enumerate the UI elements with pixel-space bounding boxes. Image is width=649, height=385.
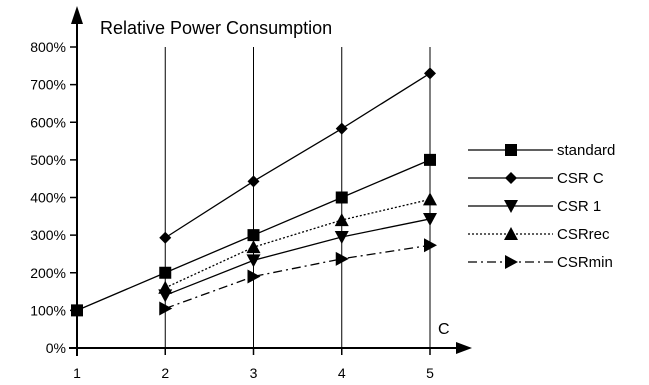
series-marker: [246, 240, 261, 254]
series-marker: [334, 213, 349, 227]
legend-label: CSR C: [557, 170, 604, 187]
series-marker: [334, 231, 349, 245]
series-line: [164, 198, 431, 289]
series-marker: [504, 227, 518, 240]
x-tick-label: 4: [338, 365, 346, 381]
series-standard: [71, 153, 436, 317]
series-marker: [246, 254, 261, 268]
series-marker: [335, 251, 349, 266]
series-marker: [423, 192, 437, 206]
series-marker: [247, 175, 260, 188]
series-marker: [159, 301, 173, 316]
grid-lines: [164, 47, 431, 348]
y-tick-label: 0%: [46, 340, 66, 356]
series-marker: [159, 231, 172, 244]
legend-label: CSRrec: [557, 226, 610, 243]
legend-label: standard: [557, 142, 615, 159]
series-marker: [335, 122, 348, 135]
series-marker: [424, 67, 436, 80]
x-axis-arrow: [456, 342, 472, 354]
x-tick-label: 1: [73, 365, 81, 381]
x-tick-label: 3: [250, 365, 258, 381]
y-tick-label: 300%: [30, 227, 66, 243]
legend-item: standard: [468, 142, 615, 159]
legend-item: CSR 1: [468, 198, 601, 215]
series: [71, 67, 437, 317]
series-marker: [505, 255, 518, 269]
legend: standard CSR C CSR 1 CSRrec CSRmin: [468, 142, 615, 271]
x-tick-label: 2: [161, 365, 169, 381]
series-csr-c: [159, 67, 436, 244]
series-marker: [247, 269, 261, 284]
y-tick-label: 200%: [30, 265, 66, 281]
series-marker: [158, 280, 173, 294]
chart-title: Relative Power Consumption: [100, 18, 332, 38]
y-tick-label: 500%: [30, 152, 66, 168]
series-marker: [247, 229, 260, 242]
series-csrrec: [158, 192, 437, 294]
series-marker: [424, 238, 437, 253]
series-line: [164, 72, 431, 239]
legend-item: CSR C: [468, 170, 604, 187]
series-marker: [71, 304, 83, 317]
y-tick-label: 100%: [30, 302, 66, 318]
series-marker: [159, 266, 172, 279]
tick-labels: 0% 100% 200% 300% 400% 500% 600% 700% 800% 1 2 3 4 5: [30, 39, 434, 381]
series-marker: [424, 153, 436, 166]
legend-label: CSRmin: [557, 254, 613, 271]
y-tick-label: 600%: [30, 114, 66, 130]
series-line: [165, 244, 431, 310]
axes: [69, 6, 472, 356]
x-tick-label: 5: [426, 365, 434, 381]
x-axis-variable-label: C: [438, 321, 450, 338]
series-marker: [335, 191, 348, 204]
y-tick-label: 400%: [30, 190, 66, 206]
legend-label: CSR 1: [557, 198, 601, 215]
legend-item: CSRrec: [468, 226, 610, 243]
series-marker: [505, 172, 517, 184]
y-axis-arrow: [71, 6, 83, 24]
series-line: [165, 218, 431, 296]
legend-item: CSRmin: [468, 254, 613, 271]
series-csrmin: [159, 238, 437, 316]
y-tick-label: 700%: [30, 77, 66, 93]
y-tick-label: 800%: [30, 39, 66, 55]
series-marker: [423, 212, 437, 226]
series-marker: [505, 144, 517, 156]
series-marker: [504, 200, 518, 213]
